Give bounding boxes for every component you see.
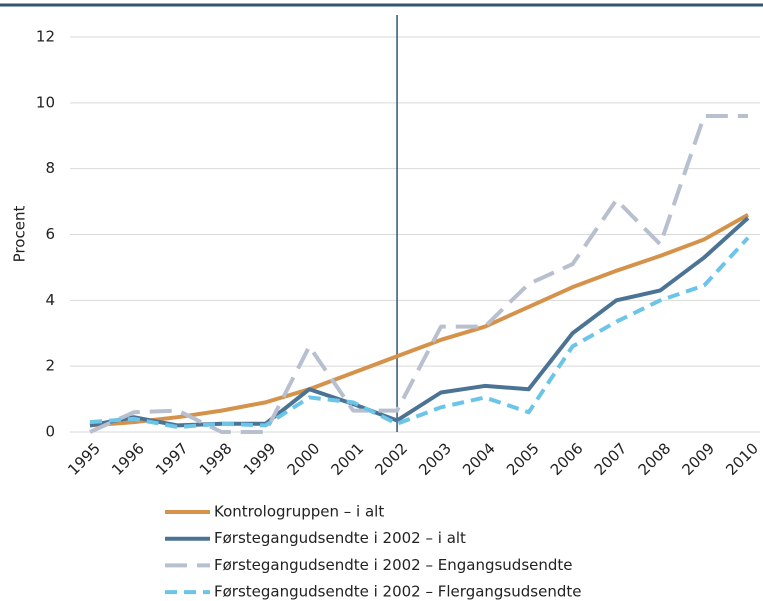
x-tick-label: 2002 (371, 439, 411, 479)
x-tick-label: 2004 (459, 439, 499, 479)
x-tick-label: 1995 (64, 439, 104, 479)
x-tick-label: 1997 (152, 439, 192, 479)
x-tick-label: 1996 (108, 439, 148, 479)
legend-label: Førstegangudsendte i 2002 – Engangsudsen… (214, 556, 573, 574)
y-tick-label: 12 (36, 28, 55, 46)
x-tick-label: 2010 (722, 439, 762, 479)
y-tick-label: 10 (36, 93, 55, 111)
x-tick-label: 2006 (547, 439, 587, 479)
x-tick-label: 1998 (196, 439, 236, 479)
x-tick-label: 2001 (327, 439, 367, 479)
y-tick-label: 8 (45, 159, 55, 177)
x-tick-label: 2008 (635, 439, 675, 479)
legend-label: Kontrologruppen – i alt (214, 503, 384, 521)
series-line (89, 236, 750, 430)
x-tick-label: 2003 (415, 439, 455, 479)
y-axis-label: Procent (11, 206, 29, 263)
legend-label: Førstegangudsendte i 2002 – i alt (214, 529, 466, 547)
x-tick-label: 2000 (284, 439, 324, 479)
series-line (89, 216, 750, 428)
series-line (89, 213, 749, 428)
y-tick-label: 0 (45, 423, 55, 441)
legend-label: Førstegangudsendte i 2002 – Flergangsuds… (214, 583, 581, 601)
y-tick-label: 2 (45, 357, 55, 375)
x-tick-label: 2005 (503, 439, 543, 479)
y-tick-label: 4 (45, 291, 55, 309)
y-tick-label: 6 (45, 225, 55, 243)
x-tick-label: 1999 (240, 439, 280, 479)
x-tick-label: 2009 (678, 439, 718, 479)
x-tick-label: 2007 (591, 439, 631, 479)
series-line (89, 114, 748, 434)
